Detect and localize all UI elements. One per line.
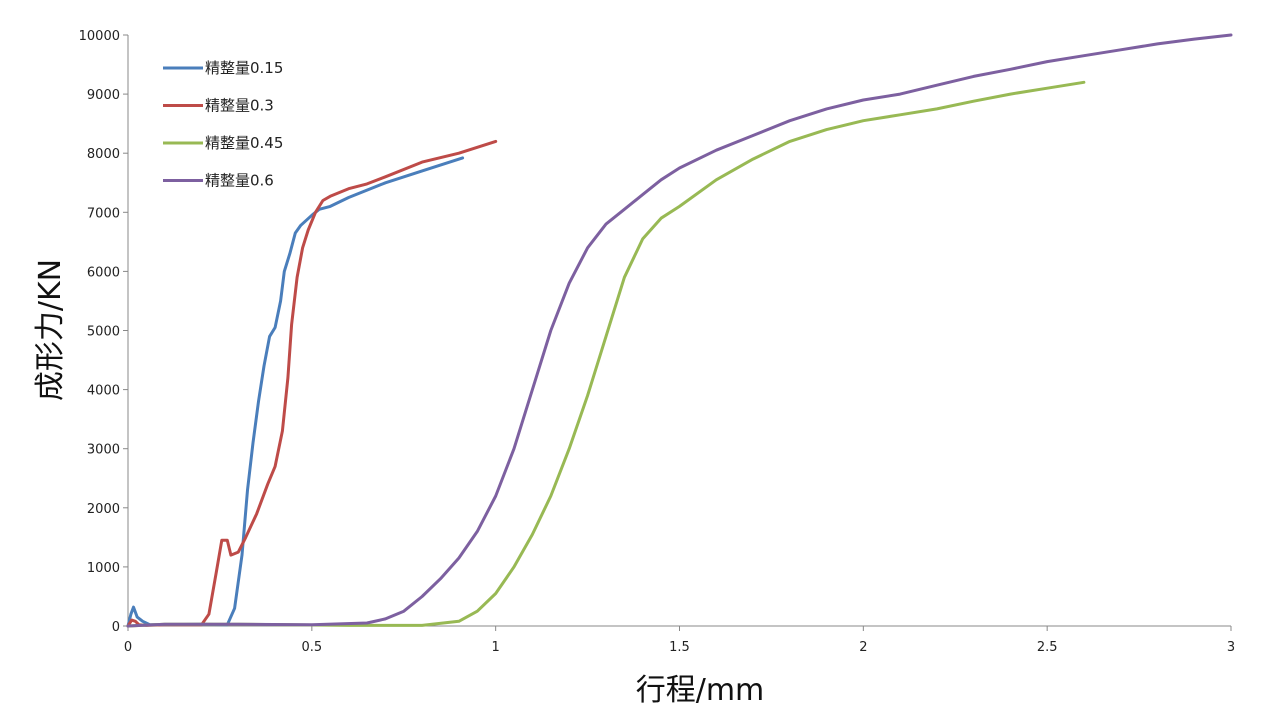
axes: [123, 34, 1232, 631]
series-line-4: [126, 33, 1233, 628]
y-tick-label: 8000: [87, 147, 120, 162]
y-axis-title: 成形力/KN: [33, 259, 68, 401]
x-tick-label: 2: [859, 640, 867, 655]
y-tick-label: 10000: [79, 29, 120, 44]
x-tick-label: 0: [124, 640, 132, 655]
x-axis-title: 行程/mm: [636, 673, 765, 708]
x-tick-label: 2.5: [1037, 640, 1058, 655]
x-tick-label: 1.5: [669, 640, 690, 655]
y-tick-label: 7000: [87, 206, 120, 221]
y-tick-label: 9000: [87, 88, 120, 103]
series-line-3: [126, 80, 1086, 628]
x-tick-label: 0.5: [301, 640, 322, 655]
legend-label-4: 精整量0.6: [205, 172, 274, 190]
x-tick-label: 3: [1227, 640, 1235, 655]
legend: 精整量0.15 精整量0.3 精整量0.45 精整量0.6: [163, 59, 283, 190]
legend-label-3: 精整量0.45: [205, 134, 283, 152]
series-line-1: [126, 156, 465, 628]
y-tick-label: 3000: [87, 443, 120, 458]
series-layer: [126, 33, 1233, 628]
tick-labels: 0100020003000400050006000700080009000100…: [79, 29, 1236, 655]
y-tick-label: 4000: [87, 384, 120, 399]
y-tick-label: 1000: [87, 561, 120, 576]
y-tick-label: 2000: [87, 502, 120, 517]
legend-label-1: 精整量0.15: [205, 59, 283, 77]
y-tick-label: 5000: [87, 325, 120, 340]
y-tick-label: 0: [112, 620, 120, 635]
y-tick-label: 6000: [87, 265, 120, 280]
x-tick-label: 1: [492, 640, 500, 655]
legend-label-2: 精整量0.3: [205, 97, 274, 115]
